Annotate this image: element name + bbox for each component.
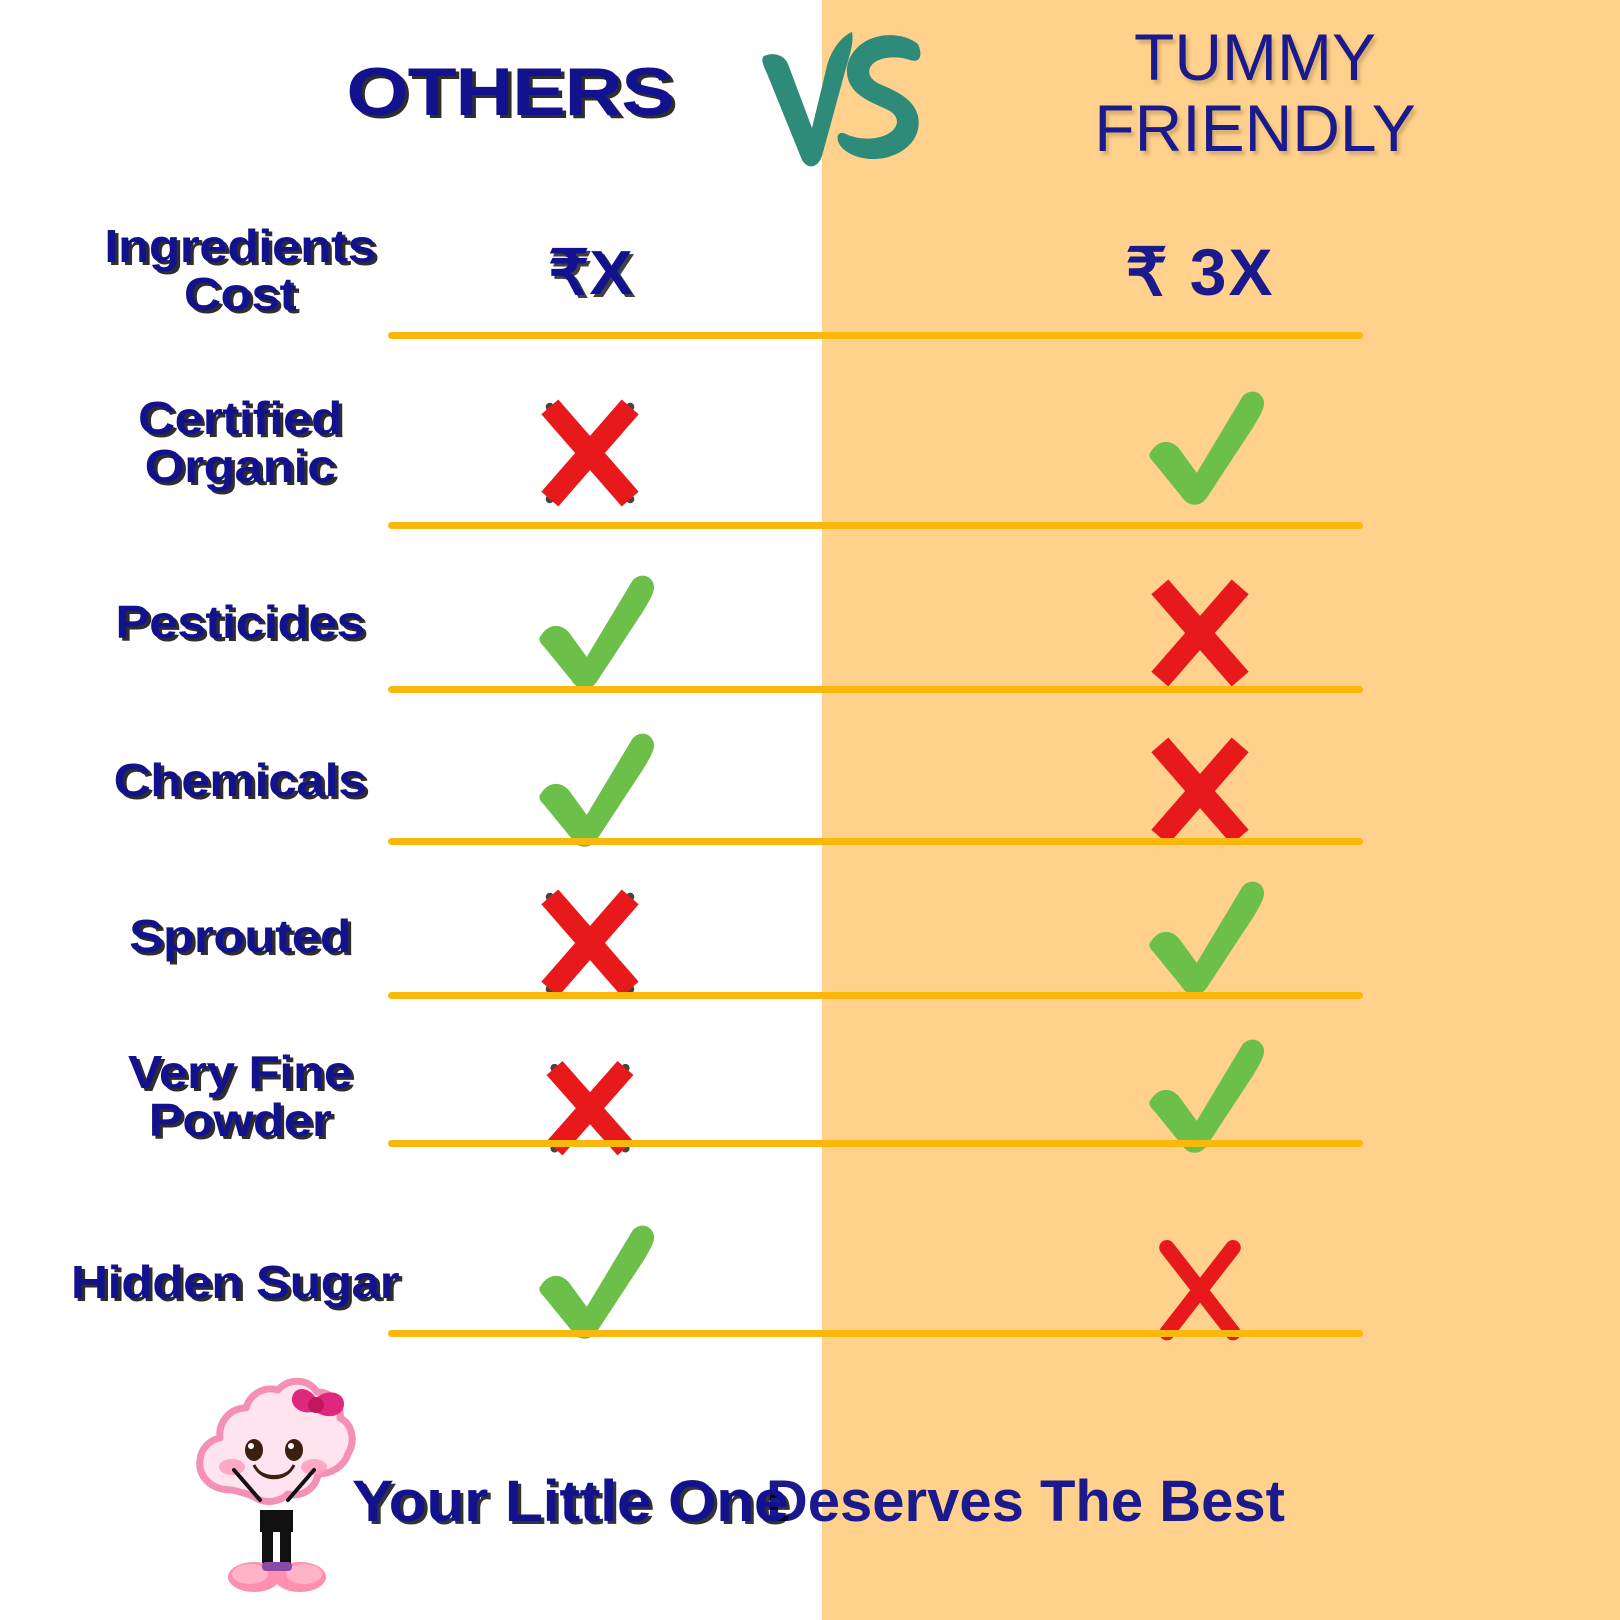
row-divider [388,522,1363,529]
row-label-chemicals: Chemicals [16,754,464,806]
table-row: Sprouted [0,872,1620,1032]
cross-icon [515,878,665,1008]
cell-tummy-pesticides [1040,568,1360,698]
row-label-line: Pesticides [115,596,365,648]
cell-tummy-chemicals [1040,726,1360,856]
row-divider [388,838,1363,845]
check-icon [1125,384,1275,514]
tagline-part1: Your Little One [352,1469,789,1534]
header-tummy-line2: FRIENDLY [1094,91,1416,166]
cross-icon [515,388,665,518]
cell-others-chemicals [430,726,750,856]
panel-others [0,0,822,1620]
price-others: ₹X [547,239,633,308]
check-icon [515,1218,665,1348]
check-icon [515,568,665,698]
row-label-line: Hidden Sugar [70,1256,400,1308]
row-label-line: Organic [144,440,336,493]
row-divider [388,1330,1363,1337]
row-label-very-fine-powder: Very Fine Powder [16,1048,464,1145]
header-tummy-friendly-title: TUMMY FRIENDLY [1020,20,1490,166]
cell-tummy-sprouted [1040,874,1360,1004]
cell-others-hidden-sugar [430,1218,750,1348]
cloud-mascot-icon [188,1362,356,1602]
cell-others-pesticides [430,568,750,698]
row-label-line: Ingredients [104,220,376,272]
row-label-line: Chemicals [113,754,367,806]
tagline: Your Little OneDeserves The Best [352,1468,1452,1535]
table-row: Chemicals [0,720,1620,880]
cell-others-sprouted [430,878,750,1008]
row-divider [388,1140,1363,1147]
price-tummy: ₹ 3X [1125,235,1275,309]
row-divider [388,686,1363,693]
cross-icon [1125,726,1275,856]
table-row: Ingredients Cost ₹X ₹ 3X [0,208,1620,348]
row-label-sprouted: Sprouted [16,910,464,962]
table-row: Very Fine Powder [0,1032,1620,1192]
header: OTHERS TUMMY FRIENDLY [0,0,1620,200]
header-others-title: OTHERS [346,54,674,130]
row-label-line: Cost [183,268,297,321]
row-divider [388,332,1363,339]
cell-others-certified-organic [430,388,750,518]
cell-tummy-certified-organic [1040,384,1360,514]
row-divider [388,992,1363,999]
row-label-line: Very Fine [127,1046,353,1098]
row-label-hidden-sugar: Hidden Sugar [0,1256,476,1308]
row-label-line: Powder [148,1094,332,1147]
row-label-certified-organic: Certified Organic [16,394,464,491]
row-label-ingredients-cost: Ingredients Cost [16,222,464,319]
vs-icon [742,10,932,200]
table-row: Pesticides [0,560,1620,720]
check-icon [1125,874,1275,1004]
cross-icon [515,1042,665,1172]
header-tummy-line1: TUMMY [1134,20,1376,94]
table-row: Hidden Sugar [0,1210,1620,1370]
tagline-part2: Deserves The Best [765,1469,1285,1534]
cell-others-ingredients-cost: ₹X [430,236,750,309]
cross-icon [1125,1224,1275,1354]
check-icon [515,726,665,856]
row-label-pesticides: Pesticides [16,596,464,648]
check-icon [1125,1032,1275,1162]
cell-tummy-ingredients-cost: ₹ 3X [1040,234,1360,311]
cell-others-very-fine-powder [430,1042,750,1172]
row-label-line: Certified [138,392,343,444]
table-row: Certified Organic [0,380,1620,540]
cross-icon [1125,568,1275,698]
row-label-line: Sprouted [129,910,351,962]
cell-tummy-hidden-sugar [1040,1224,1360,1354]
footer: Your Little OneDeserves The Best [0,1340,1620,1620]
cell-tummy-very-fine-powder [1040,1032,1360,1162]
